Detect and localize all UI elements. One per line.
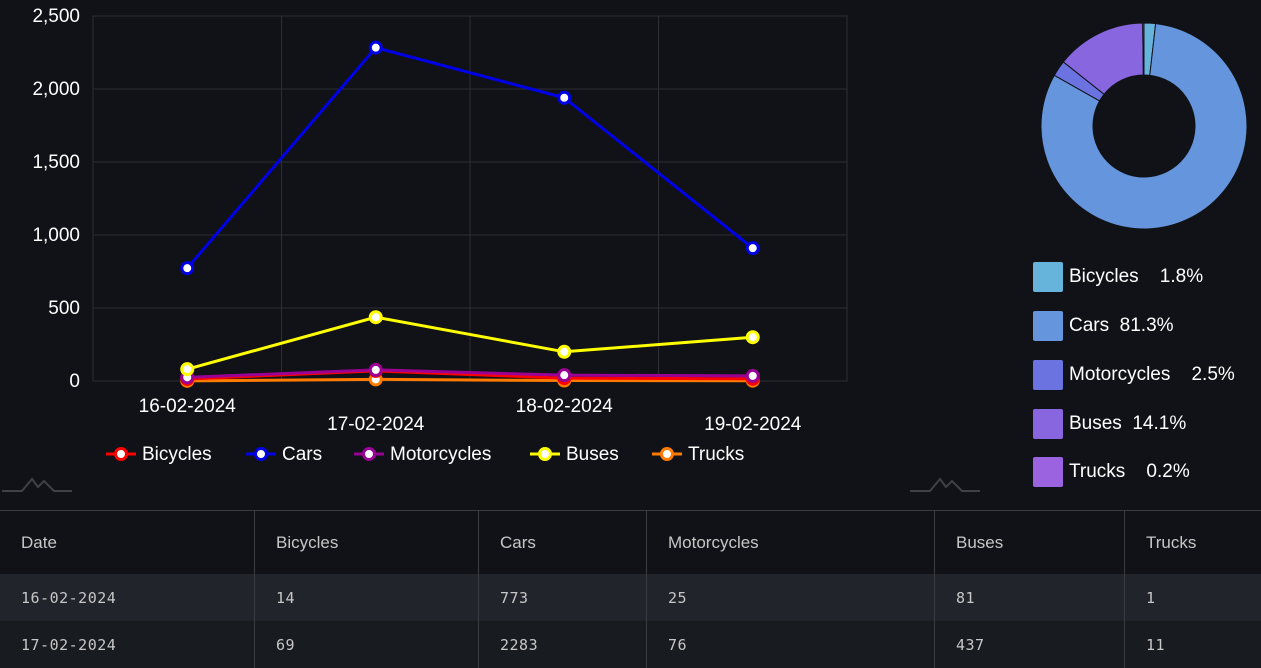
legend-marker-motorcycles <box>364 449 375 460</box>
y-tick-label: 2,500 <box>32 6 80 27</box>
column-header-motorcycles[interactable]: Motorcycles <box>647 511 935 575</box>
data-point-motorcycles <box>370 364 381 375</box>
pie-legend-item-motorcycles[interactable]: Motorcycles 2.5% <box>1033 360 1261 390</box>
y-tick-label: 0 <box>69 371 80 392</box>
table-cell: 76 <box>647 621 935 668</box>
data-point-buses <box>747 332 758 343</box>
legend-label-buses: Buses <box>566 444 619 465</box>
x-tick-label: 19-02-2024 <box>704 414 802 435</box>
data-table: Date Bicycles Cars Motorcycles Buses Tru… <box>0 510 1261 668</box>
legend-label: Motorcycles 2.5% <box>1069 364 1235 386</box>
table-cell: 1 <box>1125 574 1261 621</box>
legend-swatch <box>1033 311 1063 341</box>
column-header-trucks[interactable]: Trucks <box>1125 511 1261 575</box>
table-cell: 437 <box>935 621 1125 668</box>
pie-legend-item-buses[interactable]: Buses 14.1% <box>1033 409 1261 439</box>
table-cell: 17-02-2024 <box>0 621 255 668</box>
data-point-buses <box>370 312 381 323</box>
legend-label-cars: Cars <box>282 444 322 465</box>
data-point-cars <box>182 263 193 274</box>
legend-marker-trucks <box>662 449 673 460</box>
legend-swatch <box>1033 262 1063 292</box>
data-point-motorcycles <box>747 370 758 381</box>
x-tick-label: 16-02-2024 <box>139 396 237 417</box>
x-tick-label: 17-02-2024 <box>327 414 425 435</box>
table-cell: 773 <box>479 574 647 621</box>
donut-chart <box>1030 10 1260 240</box>
y-tick-label: 1,000 <box>32 225 80 246</box>
table-cell: 81 <box>935 574 1125 621</box>
column-header-date[interactable]: Date <box>0 511 255 575</box>
legend-swatch <box>1033 457 1063 487</box>
legend-marker-buses <box>540 449 551 460</box>
x-tick-label: 18-02-2024 <box>516 396 614 417</box>
donut-slice-trucks <box>1143 23 1144 75</box>
data-point-cars <box>559 92 570 103</box>
legend-label: Bicycles 1.8% <box>1069 266 1203 288</box>
pie-legend-item-trucks[interactable]: Trucks 0.2% <box>1033 457 1261 487</box>
chart-logo-icon <box>910 475 980 497</box>
column-header-cars[interactable]: Cars <box>479 511 647 575</box>
pie-legend-item-bicycles[interactable]: Bicycles 1.8% <box>1033 262 1261 292</box>
line-chart: 0 500 1,000 1,500 2,000 2,500 16-02-2024 17-02-… <box>0 0 880 500</box>
legend-label-motorcycles: Motorcycles <box>390 444 491 465</box>
legend-marker-bicycles <box>116 449 127 460</box>
legend-swatch <box>1033 409 1063 439</box>
y-tick-label: 2,000 <box>32 79 80 100</box>
legend-label-trucks: Trucks <box>688 444 744 465</box>
table-cell: 14 <box>255 574 479 621</box>
y-tick-label: 500 <box>48 298 80 319</box>
y-tick-label: 1,500 <box>32 152 80 173</box>
table-cell: 11 <box>1125 621 1261 668</box>
table-cell: 25 <box>647 574 935 621</box>
data-point-cars <box>370 42 381 53</box>
legend-swatch <box>1033 360 1063 390</box>
table-row[interactable]: 17-02-2024 69 2283 76 437 11 <box>0 621 1261 668</box>
legend-label: Cars 81.3% <box>1069 315 1174 337</box>
legend-label: Buses 14.1% <box>1069 413 1186 435</box>
chart-logo-icon <box>2 475 72 497</box>
table-cell: 69 <box>255 621 479 668</box>
column-header-buses[interactable]: Buses <box>935 511 1125 575</box>
pie-legend-item-cars[interactable]: Cars 81.3% <box>1033 311 1261 341</box>
table-row[interactable]: 16-02-2024 14 773 25 81 1 <box>0 574 1261 621</box>
data-point-motorcycles <box>559 370 570 381</box>
table-cell: 16-02-2024 <box>0 574 255 621</box>
data-point-buses <box>182 364 193 375</box>
column-header-bicycles[interactable]: Bicycles <box>255 511 479 575</box>
table-header-row: Date Bicycles Cars Motorcycles Buses Tru… <box>0 511 1261 575</box>
table-cell: 2283 <box>479 621 647 668</box>
legend-label-bicycles: Bicycles <box>142 444 212 465</box>
legend-marker-cars <box>256 449 267 460</box>
data-point-cars <box>747 243 758 254</box>
data-point-buses <box>559 346 570 357</box>
legend-label: Trucks 0.2% <box>1069 461 1190 483</box>
